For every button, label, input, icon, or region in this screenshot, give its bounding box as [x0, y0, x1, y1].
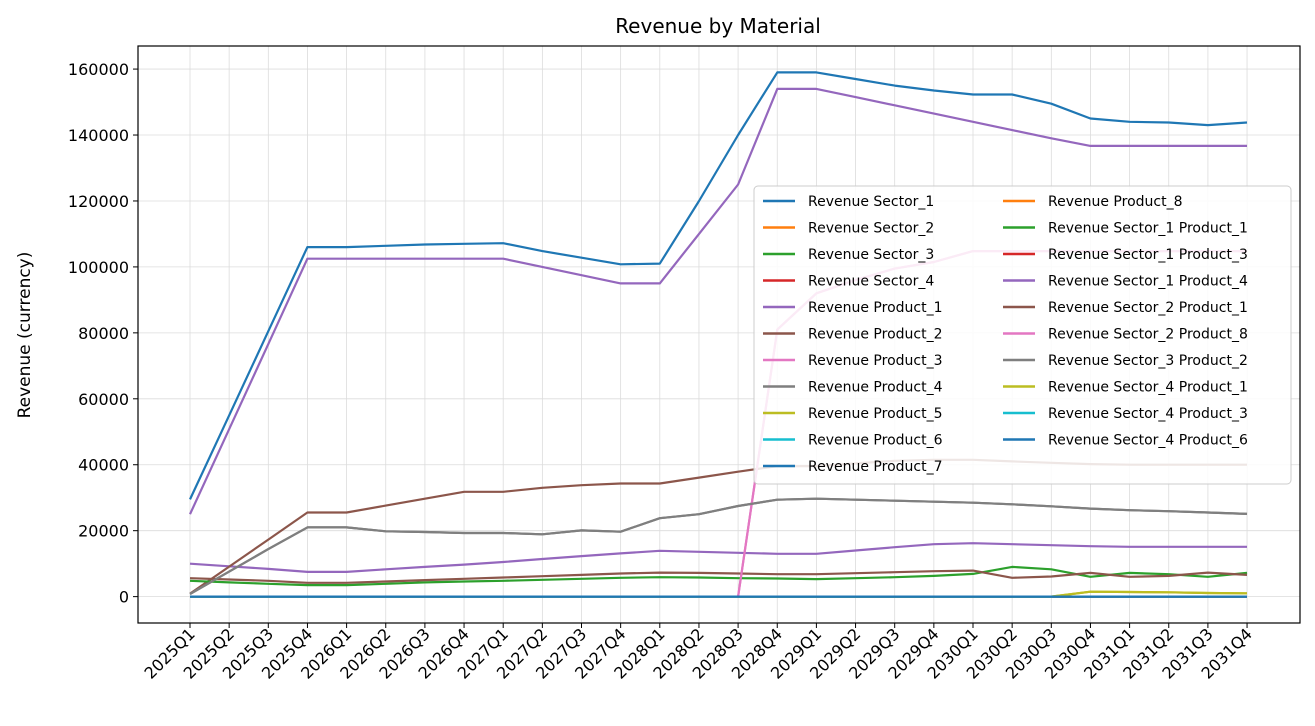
- legend-label: Revenue Product_7: [808, 459, 942, 475]
- legend-label: Revenue Sector_3: [808, 247, 934, 263]
- series-line: [189, 565, 1248, 587]
- series-line: [189, 542, 1247, 574]
- legend-label: Revenue Sector_4 Product_1: [1048, 380, 1248, 396]
- plot-frame: [137, 45, 1301, 624]
- legend-label: Revenue Sector_2: [808, 221, 934, 237]
- chart-title: Revenue by Material: [615, 14, 821, 38]
- y-tick-label: 160000: [68, 60, 129, 79]
- legend-label: Revenue Sector_1 Product_4: [1048, 274, 1248, 290]
- y-axis: 0 20000 40000 60000 80000 100000 120000 140000 1…: [68, 60, 138, 607]
- legend-label: Revenue Product_2: [808, 327, 942, 343]
- y-tick-label: 120000: [68, 192, 129, 211]
- y-tick-label: 80000: [78, 324, 129, 343]
- legend-label: Revenue Product_4: [808, 380, 943, 396]
- legend-label: Revenue Sector_4 Product_6: [1048, 433, 1248, 449]
- y-tick-label: 20000: [78, 522, 129, 541]
- y-axis-label: Revenue (currency): [15, 252, 35, 419]
- legend-label: Revenue Sector_1 Product_1: [1048, 221, 1248, 237]
- legend-label: Revenue Product_8: [1048, 194, 1182, 210]
- y-tick-label: 40000: [78, 456, 129, 475]
- x-axis: 2025Q12025Q22025Q32025Q42026Q12026Q22026…: [140, 623, 1256, 683]
- legend-label: Revenue Sector_2 Product_1: [1048, 300, 1248, 316]
- legend-label: Revenue Product_3: [808, 353, 942, 369]
- y-tick-label: 140000: [68, 126, 129, 145]
- legend-label: Revenue Sector_3 Product_2: [1048, 353, 1248, 369]
- legend-frame: [753, 185, 1292, 485]
- legend-label: Revenue Product_1: [808, 300, 942, 316]
- legend-label: Revenue Sector_4: [808, 274, 934, 290]
- legend-label: Revenue Sector_1: [808, 194, 934, 210]
- legend-label: Revenue Sector_4 Product_3: [1048, 406, 1248, 422]
- series-layer: [189, 71, 1248, 598]
- legend: Revenue Sector_1 Revenue Sector_2 Revenue …: [753, 185, 1292, 485]
- legend-label: Revenue Product_5: [808, 406, 942, 422]
- y-tick-label: 100000: [68, 258, 129, 277]
- legend-label: Revenue Sector_1 Product_3: [1048, 247, 1248, 263]
- series-line: [189, 497, 1248, 595]
- legend-label: Revenue Sector_2 Product_8: [1048, 327, 1248, 343]
- series-line: [189, 569, 1248, 584]
- series-line: [189, 71, 1248, 500]
- y-tick-label: 60000: [78, 390, 129, 409]
- y-tick-label: 0: [119, 588, 129, 607]
- series-line: [189, 87, 1247, 515]
- legend-label: Revenue Product_6: [808, 433, 943, 449]
